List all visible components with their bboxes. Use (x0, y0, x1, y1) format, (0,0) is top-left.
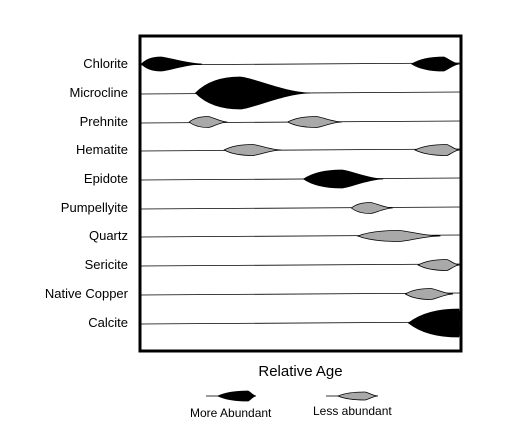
abundance-lens-hematite-2 (414, 144, 460, 156)
legend-more-label: More Abundant (190, 406, 272, 420)
mineral-label-hematite: Hematite (75, 142, 128, 157)
mineral-label-pumpellyite: Pumpellyite (60, 200, 128, 215)
abundance-lens-sericite-1 (417, 259, 460, 271)
mineral-label-quartz: Quartz (88, 228, 128, 243)
abundance-lens-calcite-1 (407, 308, 460, 338)
plot-frame (138, 34, 463, 353)
abundance-lens-epidote-1 (302, 169, 384, 189)
legend-less-swatch (336, 391, 379, 401)
range-line-pumpellyite (140, 206, 461, 210)
range-line-epidote (140, 177, 461, 181)
range-line-hematite (140, 148, 461, 152)
mineral-label-chlorite: Chlorite (83, 56, 128, 71)
mineral-label-calcite: Calcite (88, 315, 128, 330)
abundance-lens-quartz-1 (356, 230, 441, 242)
legend-less-label: Less abundant (313, 404, 392, 418)
range-line-calcite (140, 321, 461, 325)
legend-more-swatch (217, 390, 257, 402)
abundance-lens-pumpellyite-1 (350, 202, 393, 214)
abundance-lens-chlorite-1 (140, 56, 202, 72)
mineral-label-epidote: Epidote (83, 171, 128, 186)
range-line-sericite (140, 263, 461, 267)
abundance-lens-prehnite-2 (286, 116, 342, 128)
mineral-label-prehnite: Prehnite (79, 114, 128, 129)
abundance-lens-hematite-1 (223, 144, 282, 156)
abundance-lens-microcline-1 (195, 76, 311, 110)
abundance-lens-prehnite-1 (188, 116, 228, 128)
mineral-label-native-copper: Native Copper (44, 286, 128, 301)
x-axis-label: Relative Age (258, 363, 343, 380)
abundance-lens-chlorite-2 (411, 56, 460, 72)
mineral-label-microcline: Microcline (69, 85, 128, 100)
mineral-label-sericite: Sericite (84, 257, 128, 272)
abundance-lens-native-copper-1 (404, 288, 454, 300)
